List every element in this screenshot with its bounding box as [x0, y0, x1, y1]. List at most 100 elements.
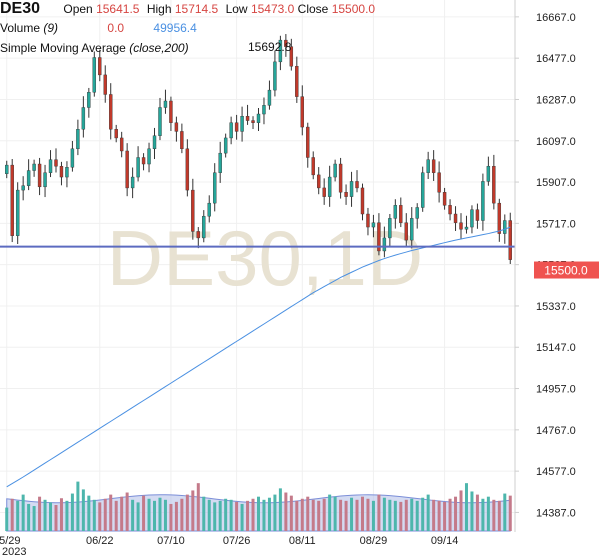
volume-bar — [481, 498, 485, 531]
volume-bar — [497, 500, 501, 531]
volume-bar — [486, 496, 490, 531]
volume-bar — [87, 495, 91, 531]
watermark: DE30,1D — [107, 214, 424, 302]
volume-bar — [169, 503, 173, 531]
y-tick-label: 16667.0 — [536, 12, 576, 24]
candle-body — [492, 165, 496, 204]
candle-body — [141, 157, 146, 165]
candle-body — [393, 205, 398, 219]
candle-body — [388, 218, 392, 239]
open-value: 15641.5 — [96, 2, 140, 16]
candle-body — [311, 157, 315, 176]
candles — [5, 34, 512, 265]
candle-body — [355, 181, 359, 189]
candle-body — [245, 115, 250, 121]
volume-bar — [246, 500, 250, 531]
candle-body — [410, 218, 414, 241]
volume-bar — [92, 499, 96, 531]
candle-body — [442, 192, 447, 206]
volume-bar — [339, 499, 343, 531]
candle-body — [191, 189, 195, 232]
volume-bar — [59, 498, 63, 531]
y-tick-label: 15337.0 — [536, 301, 576, 313]
volume-bar — [306, 496, 310, 531]
volume-bar — [278, 488, 282, 531]
candle-body — [152, 135, 157, 150]
candle-body — [81, 107, 86, 130]
volume-bar — [475, 494, 479, 531]
x-year-label: 2023 — [2, 546, 26, 557]
high-label: High — [146, 2, 172, 16]
candle-body — [10, 164, 14, 236]
candle-body — [338, 163, 343, 193]
candle-body — [76, 129, 80, 150]
x-tick-label: 07/26 — [223, 535, 251, 547]
volume-bar — [399, 501, 403, 531]
candle-body — [21, 185, 25, 191]
candle-body — [273, 61, 277, 91]
volume-bar — [125, 492, 129, 531]
candle-body — [344, 192, 348, 197]
volume-bar — [508, 495, 512, 531]
volume-bar — [21, 494, 25, 531]
volume-bar — [136, 502, 140, 531]
candle-body — [5, 164, 9, 174]
candle-body — [218, 152, 222, 173]
volume-bar — [377, 494, 381, 531]
volume-bar — [311, 499, 315, 531]
candle-body — [213, 172, 217, 204]
candle-body — [360, 187, 365, 215]
volume-bar — [366, 498, 370, 531]
candle-body — [256, 113, 261, 123]
volume-bar — [109, 494, 113, 531]
candle-body — [426, 159, 430, 173]
candle-body — [420, 172, 425, 208]
volume-bar — [437, 500, 441, 531]
candle-body — [119, 137, 124, 152]
candle-body — [322, 187, 326, 197]
candle-body — [486, 165, 491, 182]
candle-body — [196, 231, 200, 239]
candle-body — [475, 209, 480, 221]
high-value: 15714.5 — [174, 2, 219, 16]
volume-bar — [235, 501, 239, 531]
candle-body — [464, 226, 469, 230]
candle-body — [136, 157, 140, 178]
volume-bar — [360, 496, 364, 531]
volume-bar — [273, 494, 277, 531]
candle-body — [65, 167, 69, 178]
volume-bar — [470, 491, 474, 531]
y-axis: 16667.0 16477.0 16287.0 16097.0 15907.0 15717… — [514, 0, 576, 532]
y-tick-label: 15907.0 — [536, 177, 576, 189]
volume-param: (9) — [43, 21, 59, 35]
candle-body — [295, 66, 299, 97]
volume-bar — [202, 496, 206, 531]
volume-bar — [322, 498, 326, 531]
close-value: 15500.0 — [331, 2, 376, 16]
volume-bar — [174, 501, 178, 531]
volume-bar — [27, 503, 31, 531]
volume-bar — [333, 496, 337, 531]
volume-bar — [355, 499, 359, 531]
volume-bar — [5, 507, 9, 531]
volume-bar — [459, 490, 463, 531]
last-price-label: 15500.0 — [544, 264, 588, 278]
volume-bar — [262, 499, 266, 531]
volume-bar — [131, 499, 135, 531]
volume-bar — [120, 496, 124, 531]
candle-body — [262, 105, 266, 115]
volume-bar — [454, 496, 458, 531]
volume-bar — [464, 483, 468, 531]
candle-body — [327, 176, 332, 197]
candle-body — [240, 115, 244, 132]
y-tick-label: 14387.0 — [536, 507, 576, 519]
candle-body — [377, 222, 381, 252]
legend-ohlc: DE30 Open 15641.5 High 15714.5 Low 15473… — [0, 0, 375, 18]
peak-annotation: 15692.8 — [248, 40, 292, 54]
last-price-tag: 15500.0 — [534, 261, 599, 279]
volume-bar — [180, 498, 184, 531]
candle-body — [185, 148, 190, 191]
volume-bar — [229, 499, 233, 531]
candle-body — [333, 163, 337, 178]
